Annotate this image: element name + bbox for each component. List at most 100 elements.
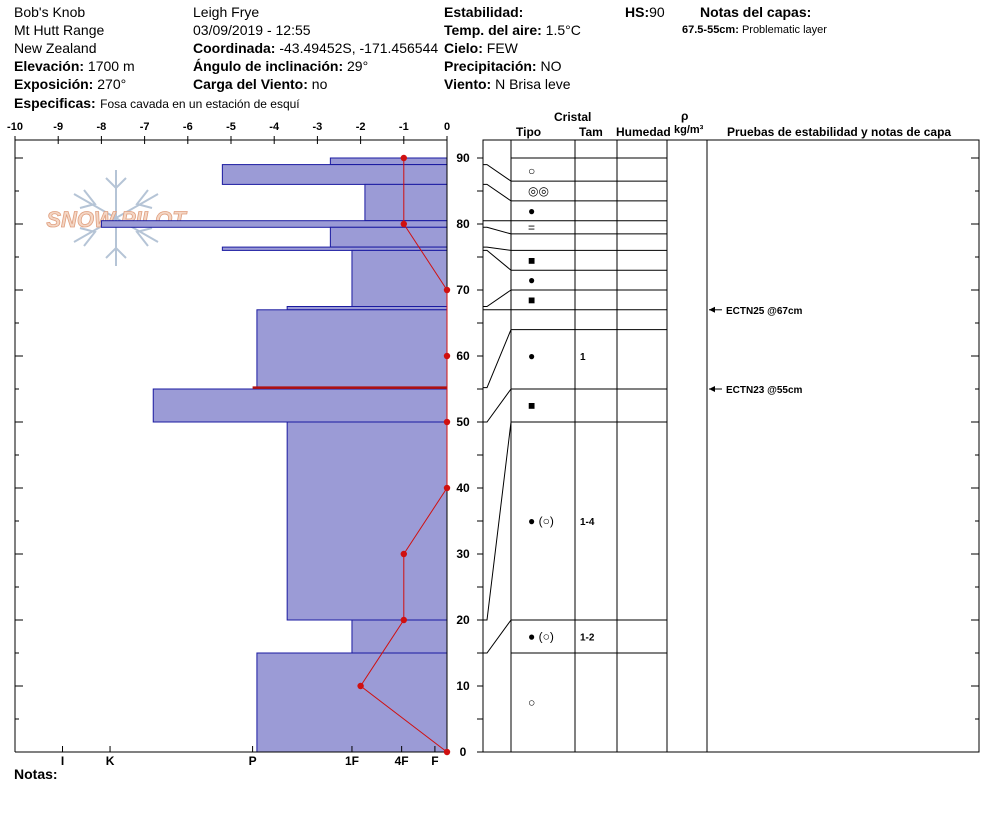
temp-axis-tick-label: -9: [53, 121, 63, 133]
grain-type-symbol: ■: [528, 253, 535, 267]
aspect: Exposición: 270°: [14, 77, 126, 91]
grain-size-value: 1-4: [580, 517, 595, 528]
hardness-layer-bar: [100, 220, 448, 228]
incline-label: Ángulo de inclinación:: [193, 58, 344, 74]
grain-type-symbol: ●: [528, 273, 535, 287]
elevation-value: 1700 m: [87, 58, 135, 74]
height-tick-label: 40: [456, 481, 470, 495]
sky-label: Cielo:: [444, 40, 483, 56]
crystal-label: Cristal: [554, 110, 592, 124]
stability-test-label: ECTN23 @55cm: [726, 385, 803, 396]
grain-type-symbol: ● (○): [528, 514, 554, 528]
height-tick-label: 20: [456, 613, 470, 627]
grain-size-label: Tam: [579, 125, 603, 139]
density-symbol: ρ: [681, 109, 689, 123]
grain-type-symbol: ■: [528, 399, 535, 413]
layer-connector-line: [483, 421, 512, 621]
coordinates: Coordinada: -43.49452S, -171.456544: [193, 41, 438, 55]
sky: Cielo: FEW: [444, 41, 518, 55]
grain-size-value: 1-2: [580, 633, 595, 644]
layer-note-text: Problematic layer: [741, 24, 827, 36]
temperature-point: [443, 748, 451, 756]
hardness-scale-label: P: [249, 754, 257, 768]
temp-axis-tick-label: -4: [269, 121, 280, 133]
tests-label: Pruebas de estabilidad y notas de capa: [727, 125, 952, 139]
datetime: 03/09/2019 - 12:55: [193, 22, 311, 38]
height-tick-label: 60: [456, 349, 470, 363]
coordinates-value: -43.49452S, -171.456544: [279, 40, 439, 56]
wind-load: Carga del Viento: no: [193, 77, 327, 91]
hardness-layer-bar: [152, 388, 448, 423]
grain-type-symbol: ■: [528, 293, 535, 307]
temp-axis-tick-label: 0: [444, 121, 450, 133]
sky-value: FEW: [486, 40, 518, 56]
aspect-label: Exposición:: [14, 76, 94, 92]
grain-size-value: 1: [580, 352, 586, 363]
snow-height: HS:90: [625, 5, 665, 19]
hardness-scale-label: 1F: [345, 754, 359, 768]
snowpilot-logo: SNOW PILOT: [46, 170, 188, 266]
grain-type-symbol: ◎◎: [528, 184, 549, 198]
layer-connector-line: [483, 619, 512, 654]
density-unit: kg/m³: [674, 124, 704, 136]
wind-value: N Brisa leve: [495, 76, 571, 92]
grain-type-label: Tipo: [516, 125, 542, 139]
range: Mt Hutt Range: [14, 22, 105, 38]
temp-axis-tick-label: -5: [226, 121, 236, 133]
notes-label: Notas:: [14, 766, 58, 782]
layer-notes-label: Notas del capas:: [700, 4, 812, 20]
elevation: Elevación: 1700 m: [14, 59, 135, 73]
moisture-label: Humedad: [616, 125, 671, 139]
wind-label: Viento:: [444, 76, 492, 92]
temperature-point: [443, 286, 451, 294]
height-tick-label: 90: [456, 151, 470, 165]
specifics: Especificas: Fosa cavada en un estación …: [14, 96, 300, 112]
temp-axis-tick-label: -2: [356, 121, 366, 133]
temperature-point: [443, 484, 451, 492]
temp-axis-tick-label: -6: [183, 121, 193, 133]
height-tick-label: 50: [456, 415, 470, 429]
temp-axis-tick-label: -1: [399, 121, 409, 133]
wind-load-label: Carga del Viento:: [193, 76, 308, 92]
precipitation: Precipitación: NO: [444, 59, 561, 73]
hardness-layer-bar: [221, 164, 448, 185]
hardness-layer-bar: [256, 652, 448, 753]
temperature-point: [357, 682, 364, 690]
elevation-label: Elevación:: [14, 58, 85, 74]
temp-axis-tick-label: -8: [97, 121, 107, 133]
precip-value: NO: [540, 58, 562, 74]
layer-connector-line: [483, 226, 512, 235]
hardness-layer-bar: [351, 249, 448, 307]
incline-value: 29°: [347, 58, 369, 74]
temperature-point: [443, 418, 451, 426]
incline: Ángulo de inclinación: 29°: [193, 59, 368, 73]
layer-connector-line: [483, 388, 512, 423]
temperature-point: [400, 220, 407, 228]
stability-test-arrowhead: [709, 306, 715, 313]
hardness-layer-bar: [329, 226, 448, 248]
specifics-label: Especificas:: [14, 95, 96, 111]
location: Bob's Knob: [14, 4, 86, 20]
hardness-scale-label: F: [431, 754, 438, 768]
hardness-scale-label: I: [61, 754, 64, 768]
temperature-point: [400, 154, 407, 162]
temperature-point: [443, 352, 451, 360]
height-tick-label: 10: [456, 679, 470, 693]
height-tick-label: 30: [456, 547, 470, 561]
height-tick-label: 70: [456, 283, 470, 297]
temp-axis-tick-label: -3: [313, 121, 323, 133]
stability-label: Estabilidad:: [444, 4, 524, 20]
country: New Zealand: [14, 40, 97, 56]
temperature-profile-line: [359, 158, 448, 753]
grain-type-symbol: ● (○): [528, 630, 554, 644]
layer-connector-line: [483, 183, 512, 202]
logo-text: SNOW PILOT: [46, 207, 187, 232]
hardness-scale-label: 4F: [395, 754, 409, 768]
grain-type-symbol: ●: [528, 204, 535, 218]
stability-test-label: ECTN25 @67cm: [726, 306, 803, 317]
stability-test-arrowhead: [709, 386, 715, 392]
specifics-value: Fosa cavada en un estación de esquí: [100, 97, 300, 111]
hs-value: 90: [649, 4, 665, 20]
hs-label: HS:: [625, 4, 650, 20]
layer-connector-line: [483, 164, 512, 182]
